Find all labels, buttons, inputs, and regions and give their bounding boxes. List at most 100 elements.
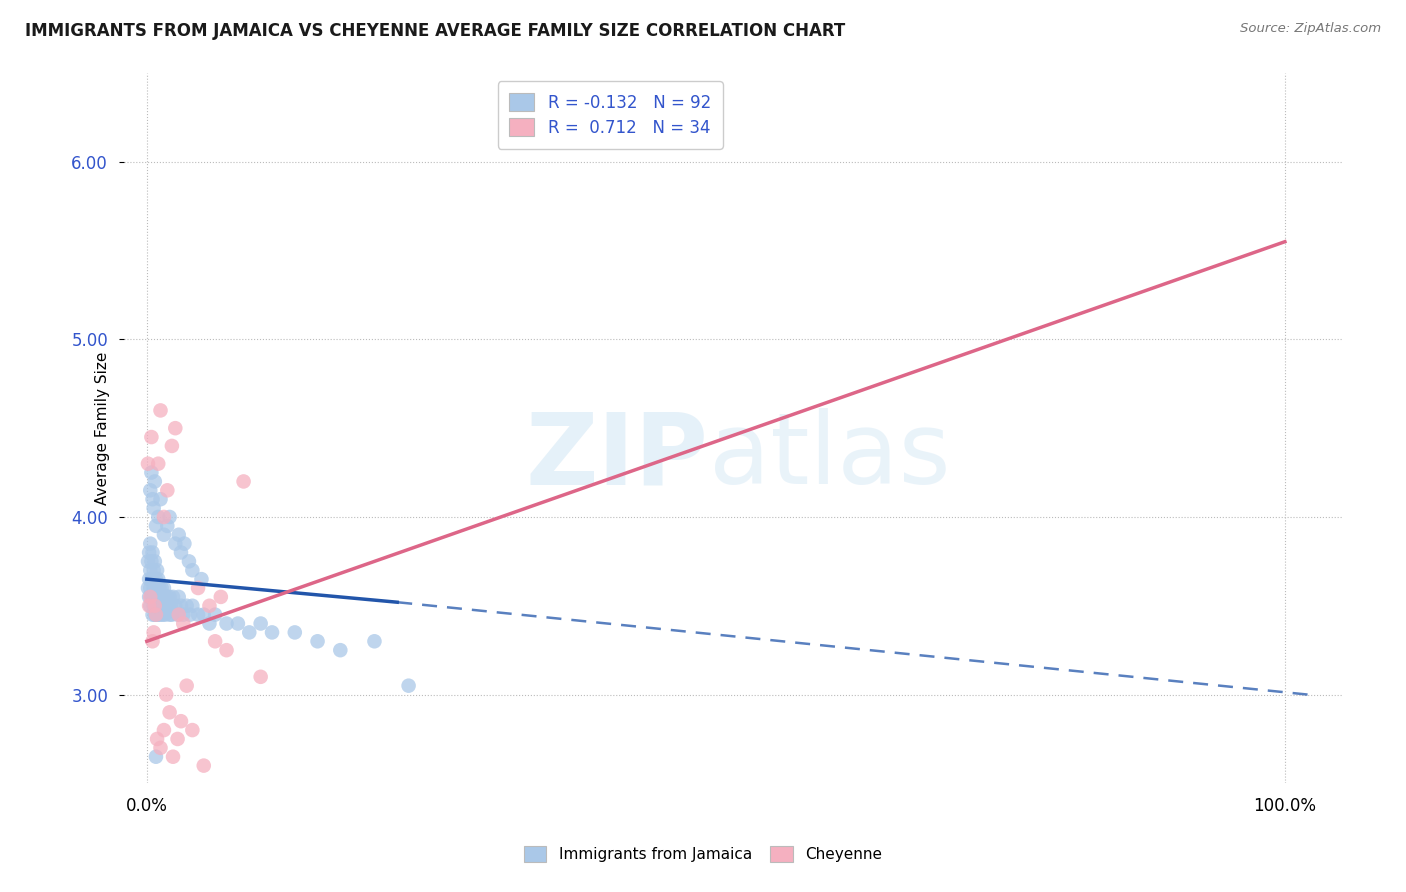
Text: ZIP: ZIP: [526, 408, 709, 505]
Point: [138, 545, 160, 559]
Point: [198, 599, 221, 613]
Point: [153, 599, 176, 613]
Legend: Immigrants from Jamaica, Cheyenne: Immigrants from Jamaica, Cheyenne: [517, 840, 889, 868]
Point: [139, 483, 162, 498]
Point: [204, 607, 226, 622]
Point: [363, 634, 385, 648]
Point: [165, 421, 187, 435]
Legend: R = -0.132   N = 92, R =  0.712   N = 34: R = -0.132 N = 92, R = 0.712 N = 34: [498, 81, 723, 149]
Text: atlas: atlas: [709, 408, 950, 505]
Point: [176, 679, 198, 693]
Point: [149, 607, 172, 622]
Point: [141, 607, 163, 622]
Point: [141, 545, 163, 559]
Point: [143, 581, 166, 595]
Point: [329, 643, 352, 657]
Point: [215, 643, 238, 657]
Point: [143, 554, 166, 568]
Point: [141, 492, 163, 507]
Point: [143, 475, 166, 489]
Point: [153, 723, 176, 737]
Point: [193, 758, 215, 772]
Point: [148, 607, 170, 622]
Point: [260, 625, 283, 640]
Point: [170, 545, 193, 559]
Point: [166, 607, 188, 622]
Point: [148, 581, 170, 595]
Point: [141, 572, 163, 586]
Point: [177, 554, 200, 568]
Point: [146, 590, 169, 604]
Point: [148, 572, 170, 586]
Point: [145, 519, 167, 533]
Point: [307, 634, 329, 648]
Point: [165, 599, 187, 613]
Point: [179, 607, 201, 622]
Point: [159, 510, 181, 524]
Point: [156, 519, 179, 533]
Point: [167, 590, 190, 604]
Point: [141, 430, 163, 444]
Point: [181, 563, 204, 577]
Point: [160, 439, 183, 453]
Point: [156, 590, 179, 604]
Point: [153, 607, 176, 622]
Point: [136, 581, 159, 595]
Point: [142, 581, 165, 595]
Point: [166, 731, 188, 746]
Point: [155, 599, 177, 613]
Point: [141, 634, 163, 648]
Point: [156, 483, 179, 498]
Point: [249, 616, 271, 631]
Point: [204, 634, 226, 648]
Point: [232, 475, 254, 489]
Point: [209, 590, 232, 604]
Point: [149, 403, 172, 417]
Point: [284, 625, 307, 640]
Point: [170, 714, 193, 729]
Point: [142, 599, 165, 613]
Point: [139, 536, 162, 550]
Point: [148, 510, 170, 524]
Point: [149, 590, 172, 604]
Point: [153, 510, 176, 524]
Point: [145, 749, 167, 764]
Point: [152, 590, 174, 604]
Point: [173, 536, 195, 550]
Point: [187, 581, 209, 595]
Point: [143, 607, 166, 622]
Point: [139, 581, 162, 595]
Point: [162, 749, 184, 764]
Point: [145, 572, 167, 586]
Point: [159, 599, 181, 613]
Text: Source: ZipAtlas.com: Source: ZipAtlas.com: [1240, 22, 1381, 36]
Point: [153, 581, 176, 595]
Point: [141, 572, 163, 586]
Point: [155, 688, 177, 702]
Point: [138, 572, 160, 586]
Point: [136, 457, 159, 471]
Point: [238, 625, 260, 640]
Point: [167, 607, 190, 622]
Point: [153, 527, 176, 541]
Point: [141, 590, 163, 604]
Point: [139, 599, 162, 613]
Point: [146, 563, 169, 577]
Point: [215, 616, 238, 631]
Point: [141, 466, 163, 480]
Point: [187, 607, 209, 622]
Point: [138, 599, 160, 613]
Point: [172, 607, 194, 622]
Point: [249, 670, 271, 684]
Point: [160, 607, 183, 622]
Point: [159, 590, 181, 604]
Point: [198, 616, 221, 631]
Point: [136, 554, 159, 568]
Point: [142, 563, 165, 577]
Text: IMMIGRANTS FROM JAMAICA VS CHEYENNE AVERAGE FAMILY SIZE CORRELATION CHART: IMMIGRANTS FROM JAMAICA VS CHEYENNE AVER…: [25, 22, 845, 40]
Point: [143, 599, 166, 613]
Point: [139, 590, 162, 604]
Point: [190, 572, 212, 586]
Point: [167, 527, 190, 541]
Point: [146, 731, 169, 746]
